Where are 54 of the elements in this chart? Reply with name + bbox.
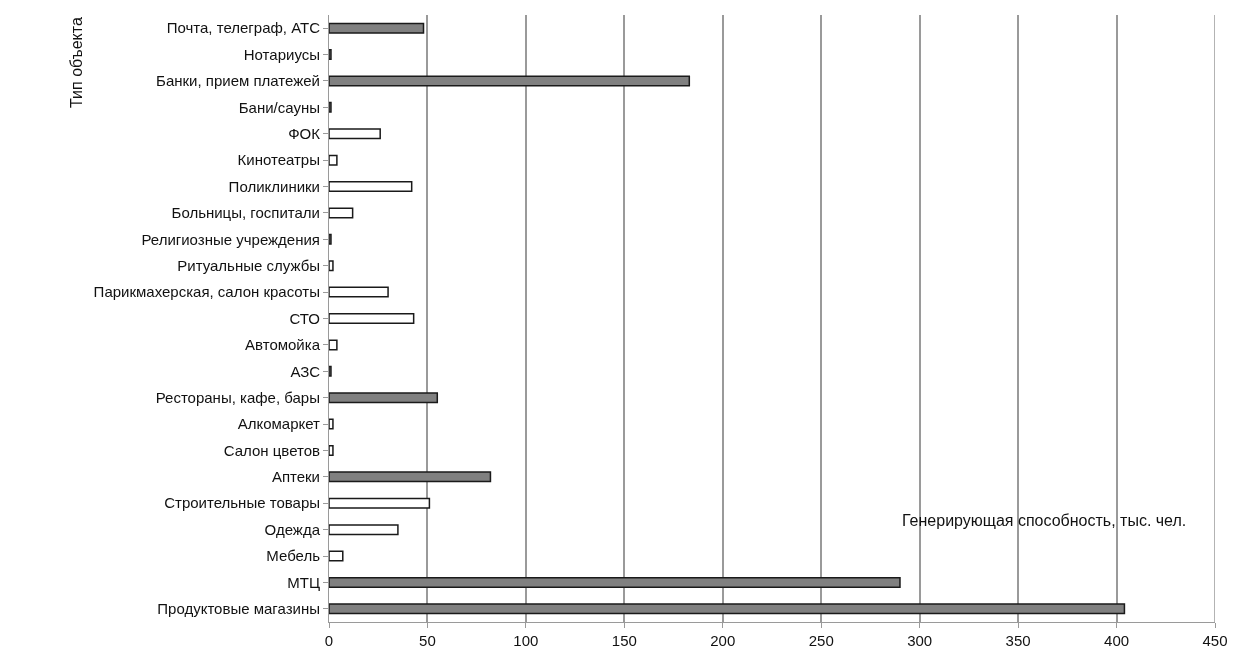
bar [329,444,334,456]
bar [329,154,338,166]
y-tick-label: Аптеки [271,468,320,486]
x-tick-label: 450 [1202,632,1228,649]
bar [329,497,431,509]
y-tick-label: Банки, прием платежей [156,72,320,90]
bar [329,286,389,298]
y-tick-label: ФОК [288,125,321,143]
bar [329,75,691,87]
bar [329,392,439,404]
bar [329,576,901,588]
x-tick-label: 50 [419,632,436,649]
x-tick-label: 100 [513,632,539,649]
y-tick-label: Религиозные учреждения [141,230,320,248]
y-tick-label: Автомойка [245,336,321,354]
y-tick-label: Парикмахерская, салон красоты [93,283,320,301]
y-axis-title: Тип объекта [67,17,85,108]
y-tick-label: Кинотеатры [237,151,320,169]
bar [329,471,492,483]
bar [329,339,338,351]
x-tick-label: 400 [1104,632,1130,649]
bar [329,603,1126,615]
y-tick-label: Мебель [266,547,321,565]
y-tick-label: Поликлиники [228,177,320,195]
bar [329,550,344,562]
x-tick-label: 150 [611,632,637,649]
y-tick-label: Нотариусы [243,45,320,63]
bar [329,207,354,219]
bar [329,418,334,430]
y-tick-label: Рестораны, кафе, бары [155,388,320,406]
x-tick-label: 200 [710,632,736,649]
y-tick-label: Строительные товары [164,494,320,512]
y-tick-label: Больницы, госпитали [171,204,320,222]
x-tick-label: 350 [1005,632,1031,649]
x-tick-label: 0 [324,632,334,649]
y-tick-label: АЗС [290,362,321,380]
y-tick-label: Алкомаркет [237,415,321,433]
bar [329,313,415,324]
bar [329,128,381,140]
x-tick-label: 300 [907,632,933,649]
y-tick-label: Одежда [264,520,321,538]
bar [329,260,334,272]
bar [329,524,399,536]
y-tick-label: Почта, телеграф, АТС [166,19,321,37]
bar [329,181,413,193]
x-tick-label: 250 [808,632,834,649]
y-tick-label: СТО [289,309,320,327]
y-tick-label: Ритуальные службы [177,256,320,274]
y-tick-label: Бани/сауны [238,98,320,116]
bar [329,22,425,34]
y-tick-label: Салон цветов [223,441,321,459]
y-tick-label: МТЦ [287,573,320,591]
x-axis-title: Генерирующая способность, тыс. чел. [902,512,1187,529]
y-tick-label: Продуктовые магазины [157,600,320,618]
